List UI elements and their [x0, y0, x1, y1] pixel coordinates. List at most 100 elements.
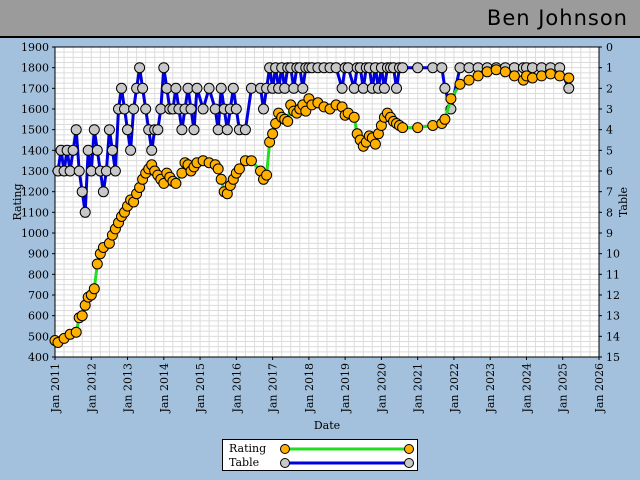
point-table — [563, 82, 575, 94]
x-tick-label: Jan 2015 — [194, 363, 207, 414]
point-table — [239, 124, 251, 136]
point-table — [279, 82, 291, 94]
y-tick-label: 1800 — [21, 62, 49, 75]
point-rating — [554, 70, 566, 82]
point-rating — [261, 169, 273, 181]
point-table — [463, 62, 475, 74]
legend-item-table: Table — [223, 456, 419, 470]
rating-table-chart: 4005006007008009001000110012001300140015… — [11, 41, 630, 432]
point-table — [79, 206, 91, 218]
x-tick-label: Jan 2024 — [520, 363, 533, 414]
point-table — [122, 124, 133, 136]
point-rating — [397, 122, 409, 134]
point-table — [170, 82, 182, 94]
y2-tick-label: 1 — [606, 62, 613, 75]
point-table — [258, 103, 269, 115]
x-tick-label: Jan 2020 — [375, 363, 388, 414]
point-table — [137, 82, 149, 94]
y2-tick-label: 9 — [606, 227, 613, 240]
y2-tick-label: 0 — [606, 41, 613, 54]
point-table — [140, 103, 152, 115]
point-rating — [481, 66, 493, 78]
point-table — [97, 186, 109, 198]
x-axis-title: Date — [314, 419, 340, 432]
point-rating — [445, 93, 457, 105]
y-tick-label: 700 — [28, 289, 49, 302]
x-tick-label: Jan 2026 — [593, 363, 606, 414]
series-points-rating — [49, 64, 575, 348]
point-rating — [545, 68, 557, 80]
y2-tick-label: 11 — [606, 268, 620, 281]
y2-tick-label: 12 — [606, 289, 620, 302]
y2-tick-label: 2 — [606, 82, 613, 95]
title-bar: Ben Johnson — [0, 0, 640, 38]
y-tick-label: 1200 — [21, 186, 49, 199]
point-rating — [427, 120, 439, 131]
point-table — [245, 82, 257, 94]
x-tick-label: Jan 2017 — [267, 363, 280, 414]
grid — [54, 46, 600, 358]
point-table — [73, 165, 85, 177]
point-table — [158, 62, 170, 74]
y-tick-label: 1900 — [21, 41, 49, 54]
point-table — [106, 144, 118, 156]
point-table — [119, 103, 130, 115]
y2-tick-label: 13 — [606, 310, 620, 323]
point-rating — [91, 258, 103, 270]
y-tick-label: 1500 — [21, 124, 49, 137]
point-table — [230, 103, 242, 115]
point-rating — [463, 74, 475, 86]
point-table — [221, 124, 233, 136]
point-rating — [439, 113, 451, 125]
x-tick-label: Jan 2022 — [448, 363, 461, 414]
point-table — [125, 144, 137, 156]
y-tick-label: 800 — [28, 268, 49, 281]
y2-tick-label: 5 — [606, 144, 613, 157]
point-rating — [499, 66, 511, 78]
point-rating — [490, 64, 502, 76]
point-table — [70, 124, 82, 136]
point-rating — [267, 128, 279, 140]
point-rating — [536, 70, 548, 82]
x-tick-label: Jan 2013 — [122, 363, 135, 414]
point-table — [176, 124, 188, 136]
point-rating — [454, 78, 466, 90]
legend-swatch-table — [280, 458, 414, 468]
y-tick-label: 1300 — [21, 165, 49, 178]
player-name: Ben Johnson — [486, 6, 628, 30]
point-table — [134, 62, 146, 74]
point-table — [82, 144, 94, 156]
point-table — [412, 62, 424, 74]
point-table — [146, 144, 158, 156]
point-rating — [508, 70, 520, 82]
legend-label-table: Table — [229, 456, 260, 469]
point-table — [91, 144, 103, 156]
y-tick-label: 400 — [28, 351, 49, 364]
point-rating — [233, 163, 245, 175]
point-table — [64, 165, 76, 177]
y-tick-label: 1600 — [21, 103, 49, 116]
point-table — [215, 82, 227, 94]
y-tick-label: 1700 — [21, 82, 49, 95]
point-table — [76, 186, 88, 198]
y-tick-label: 600 — [28, 310, 49, 323]
x-tick-label: Jan 2014 — [158, 363, 171, 414]
y2-tick-label: 7 — [606, 186, 613, 199]
point-rating — [76, 310, 88, 322]
point-table — [67, 144, 79, 156]
y-tick-label: 1400 — [21, 144, 49, 157]
point-rating — [212, 163, 224, 175]
point-rating — [348, 111, 360, 123]
point-table — [297, 82, 309, 94]
legend-item-rating: Rating — [223, 442, 419, 456]
point-rating — [527, 72, 538, 84]
y2-tick-label: 4 — [606, 124, 613, 137]
y2-tick-label: 15 — [606, 351, 620, 364]
y2-tick-label: 6 — [606, 165, 613, 178]
plot-frame — [54, 46, 600, 358]
y-tick-label: 1100 — [21, 206, 49, 219]
point-table — [152, 124, 164, 136]
y2-tick-label: 8 — [606, 206, 613, 219]
point-table — [128, 103, 140, 115]
point-rating — [472, 70, 484, 82]
